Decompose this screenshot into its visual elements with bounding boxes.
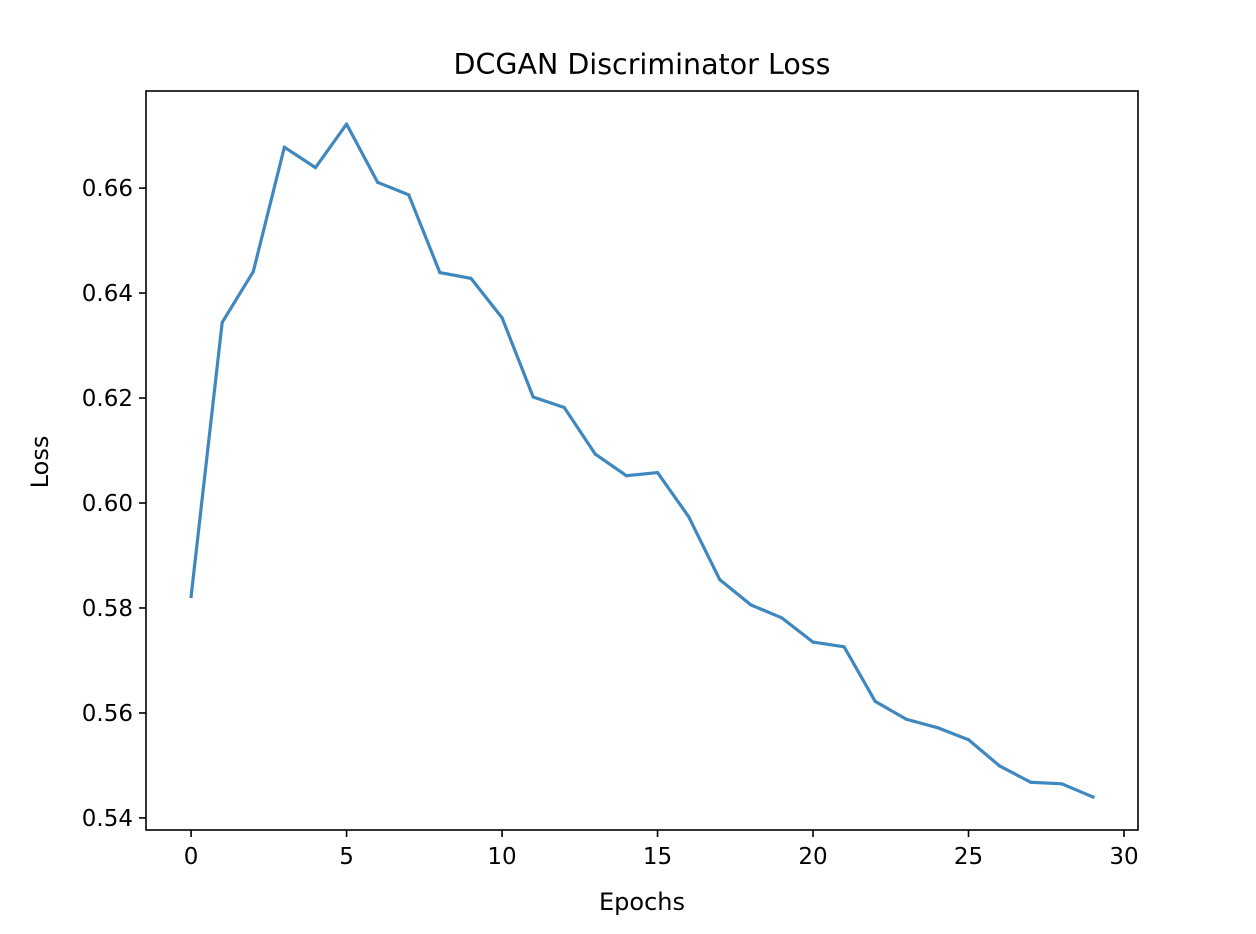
data-point <box>593 452 597 456</box>
data-point <box>500 316 504 320</box>
data-point <box>344 122 349 126</box>
y-tick-label: 0.56 <box>82 701 133 727</box>
series-line <box>189 122 1096 800</box>
data-point <box>469 276 473 280</box>
data-point <box>655 470 660 475</box>
y-tick-label: 0.66 <box>82 176 133 202</box>
data-point <box>966 738 971 742</box>
x-tick-label: 25 <box>954 844 983 870</box>
data-point <box>811 640 815 644</box>
data-point <box>562 405 566 410</box>
axis-ticks: 0 5 10 15 20 25 30 0.54 0.56 0.58 0.60 0.62 0.64 0.66 <box>82 176 1139 870</box>
x-tick-label: 0 <box>184 844 199 870</box>
data-point <box>624 474 629 478</box>
y-tick-label: 0.64 <box>82 281 133 307</box>
x-tick-label: 10 <box>487 844 516 870</box>
data-point <box>531 395 535 399</box>
x-tick-label: 5 <box>339 844 354 870</box>
data-point <box>251 269 255 274</box>
data-point <box>376 180 380 184</box>
x-axis-label: Epochs <box>599 888 685 916</box>
data-point <box>873 699 877 704</box>
data-point <box>780 616 784 620</box>
data-point <box>1029 780 1033 784</box>
chart-title: DCGAN Discriminator Loss <box>454 48 831 81</box>
data-point <box>189 594 193 599</box>
x-tick-label: 15 <box>643 844 672 870</box>
data-point <box>904 717 908 721</box>
data-point <box>220 320 224 325</box>
data-point <box>313 166 318 170</box>
y-tick-label: 0.54 <box>82 806 133 832</box>
data-point <box>407 193 411 197</box>
data-point <box>998 764 1002 768</box>
data-point <box>687 515 691 519</box>
y-tick-label: 0.62 <box>82 386 133 412</box>
data-point <box>282 145 286 149</box>
data-point <box>438 271 442 275</box>
data-point <box>749 603 753 607</box>
data-point <box>718 578 722 582</box>
data-point <box>935 726 940 730</box>
y-tick-label: 0.60 <box>82 491 133 517</box>
plot-area <box>189 122 1096 800</box>
x-tick-label: 20 <box>798 844 827 870</box>
data-point <box>842 645 846 649</box>
y-axis-label: Loss <box>26 436 54 489</box>
data-point <box>1060 782 1064 786</box>
data-point <box>1091 795 1095 799</box>
x-tick-label: 30 <box>1109 844 1138 870</box>
axes-frame <box>145 90 1139 831</box>
y-tick-label: 0.58 <box>82 596 133 622</box>
